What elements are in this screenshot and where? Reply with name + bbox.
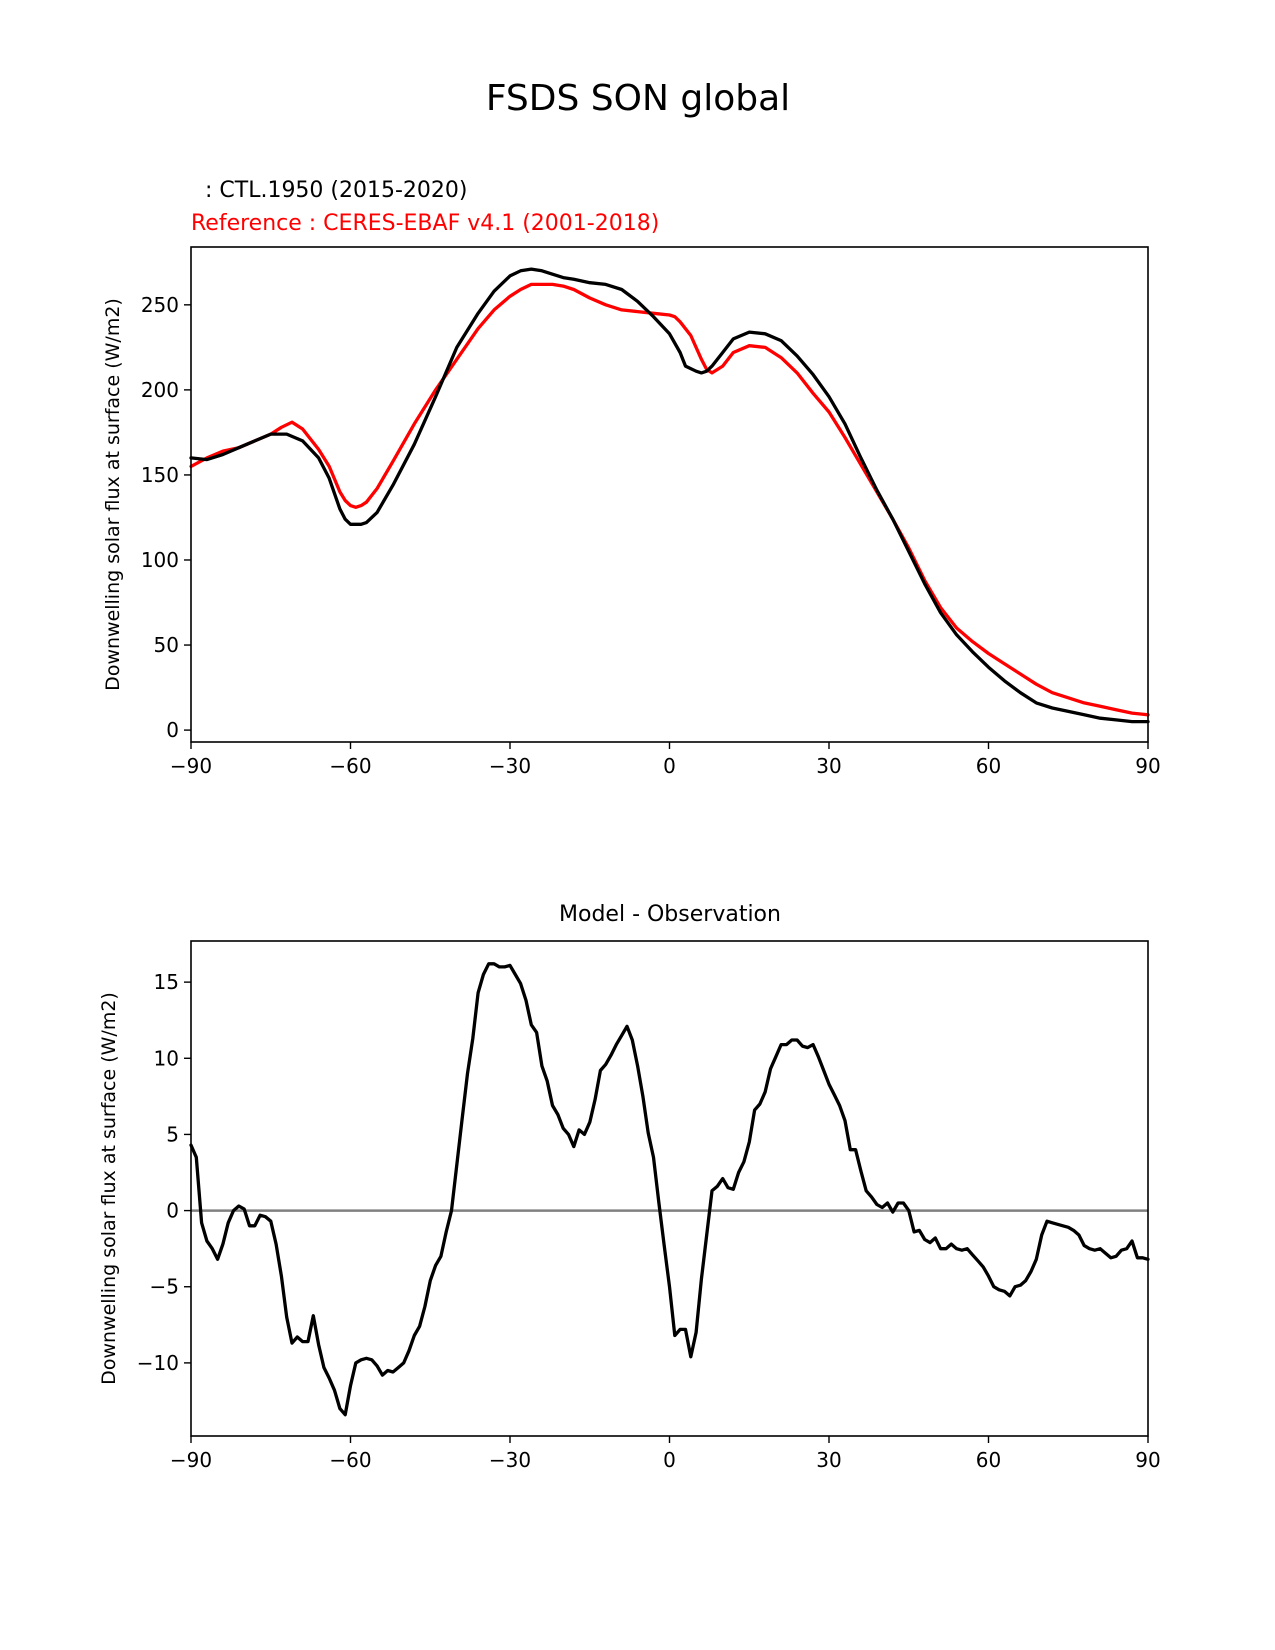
bottom-chart-series-model-line	[189, 962, 1150, 1417]
top-chart-y-tick-label: 150	[141, 463, 179, 487]
bottom-chart-x-tick-label: 30	[816, 1448, 841, 1472]
top-chart-y-tick-label: 200	[141, 378, 179, 402]
reference-label: Reference : CERES-EBAF v4.1 (2001-2018)	[191, 211, 659, 236]
bottom-chart-x-tick-label: 0	[663, 1448, 676, 1472]
top-chart-series-reference-line	[189, 282, 1150, 717]
top-chart-x-tick-label: 30	[816, 754, 841, 778]
bottom-chart-y-tick-label: 15	[154, 970, 179, 994]
top-chart-y-tick-label: 250	[141, 293, 179, 317]
bottom-chart-y-tick-label: 5	[166, 1122, 179, 1146]
bottom-chart-y-tick-label: 10	[154, 1046, 179, 1070]
bottom-chart-axes-frame	[190, 940, 1149, 1437]
bottom-chart-title: Model - Observation	[559, 902, 781, 927]
top-chart-y-tick-label: 50	[154, 633, 179, 657]
bottom-chart-y-tick-label: 0	[166, 1199, 179, 1223]
bottom-chart-y-tick-label: −5	[150, 1275, 179, 1299]
top-chart-x-tick-label: 0	[663, 754, 676, 778]
top-chart-x-tick-label: −60	[329, 754, 371, 778]
top-chart-panel: −90 −60 −30 0 30 60 90 0 50 100 150 200 250 Downwelli…	[102, 246, 1161, 778]
top-chart-x-tick-label: 90	[1135, 754, 1160, 778]
model-label: : CTL.1950 (2015-2020)	[191, 178, 468, 203]
bottom-chart-y-tick-label: −10	[137, 1351, 179, 1375]
top-chart-x-tick-label: −90	[170, 754, 212, 778]
top-chart-y-axis-label: Downwelling solar flux at surface (W/m2)	[102, 298, 124, 691]
figure-title: FSDS SON global	[486, 78, 790, 119]
top-chart-x-tick-label: −30	[489, 754, 531, 778]
top-chart-y-tick-label: 100	[141, 548, 179, 572]
top-chart-x-tick-label: 60	[976, 754, 1001, 778]
bottom-chart-x-tick-label: 90	[1135, 1448, 1160, 1472]
bottom-chart-x-tick-label: −60	[329, 1448, 371, 1472]
top-chart-y-tick-label: 0	[166, 718, 179, 742]
bottom-chart-x-tick-label: −30	[489, 1448, 531, 1472]
bottom-chart-y-axis-label: Downwelling solar flux at surface (W/m2)	[98, 992, 120, 1385]
bottom-chart-x-tick-label: 60	[976, 1448, 1001, 1472]
bottom-chart-panel: −90 −60 −30 0 30 60 90 −10 −5 0 5 10 15 Downwelling s…	[98, 940, 1161, 1472]
top-chart-series-model-line	[189, 267, 1150, 724]
bottom-chart-x-tick-label: −90	[170, 1448, 212, 1472]
